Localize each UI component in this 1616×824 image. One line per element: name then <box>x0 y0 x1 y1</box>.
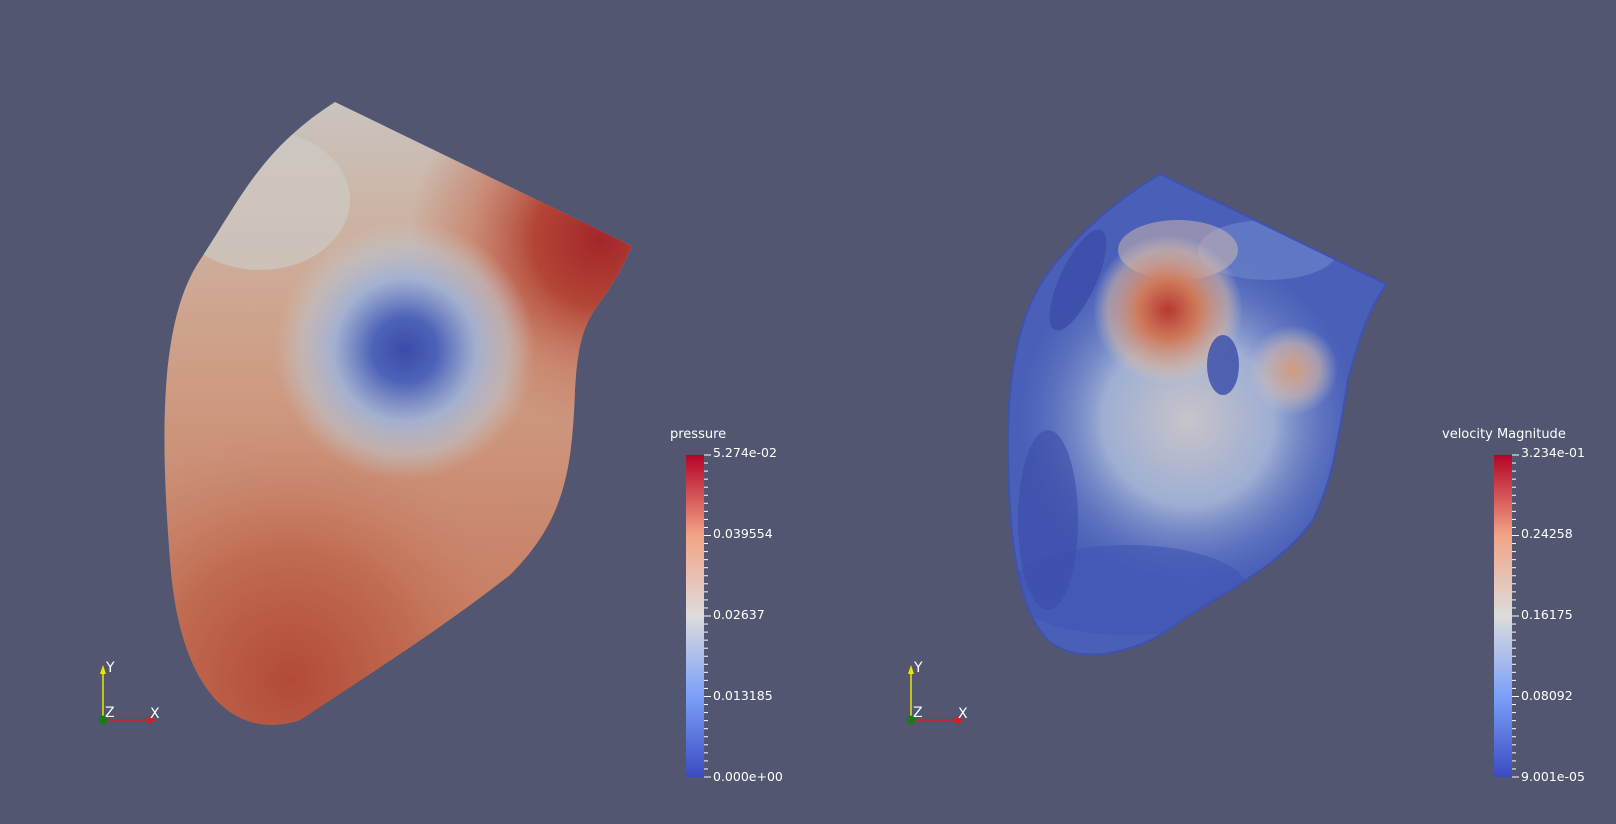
velocity-legend-label-2: 0.24258 <box>1521 526 1573 541</box>
velocity-legend-label-4: 0.08092 <box>1521 688 1573 703</box>
velocity-surface-outline <box>1006 172 1388 656</box>
pressure-field <box>164 102 632 725</box>
pressure-legend-label-4: 0.013185 <box>713 688 773 703</box>
velocity-legend-max: 3.234e-01 <box>1521 445 1585 460</box>
axis-x-label: X <box>150 706 160 722</box>
velocity-legend-title: velocity Magnitude <box>1442 427 1566 442</box>
pressure-surface-render[interactable] <box>0 0 808 824</box>
pressure-legend-label-2: 0.039554 <box>713 526 773 541</box>
axis-z-label: Z <box>913 705 923 721</box>
orientation-axes <box>906 665 964 725</box>
velocity-field <box>1008 174 1386 655</box>
velocity-surface-render[interactable] <box>808 0 1616 824</box>
pressure-legend-max: 5.274e-02 <box>713 445 777 460</box>
pressure-legend-title: pressure <box>670 427 727 442</box>
pressure-legend-min: 0.000e+00 <box>713 769 783 784</box>
axis-y-label: Y <box>914 660 923 676</box>
velocity-render-view[interactable]: velocity Magnitude 3.234e-01 0.24258 0.1… <box>808 0 1616 824</box>
velocity-legend-min: 9.001e-05 <box>1521 769 1585 784</box>
axis-x-label: X <box>958 706 968 722</box>
pressure-legend-label-3: 0.02637 <box>713 607 765 622</box>
velocity-legend-label-3: 0.16175 <box>1521 607 1573 622</box>
axis-y-label: Y <box>106 660 115 676</box>
axis-z-label: Z <box>105 705 115 721</box>
pressure-render-view[interactable]: pressure 5.274e-02 0.039554 0.02637 0.01… <box>0 0 808 824</box>
velocity-color-legend[interactable] <box>1494 454 1519 778</box>
pressure-color-legend[interactable] <box>686 454 711 778</box>
orientation-axes <box>98 665 156 725</box>
